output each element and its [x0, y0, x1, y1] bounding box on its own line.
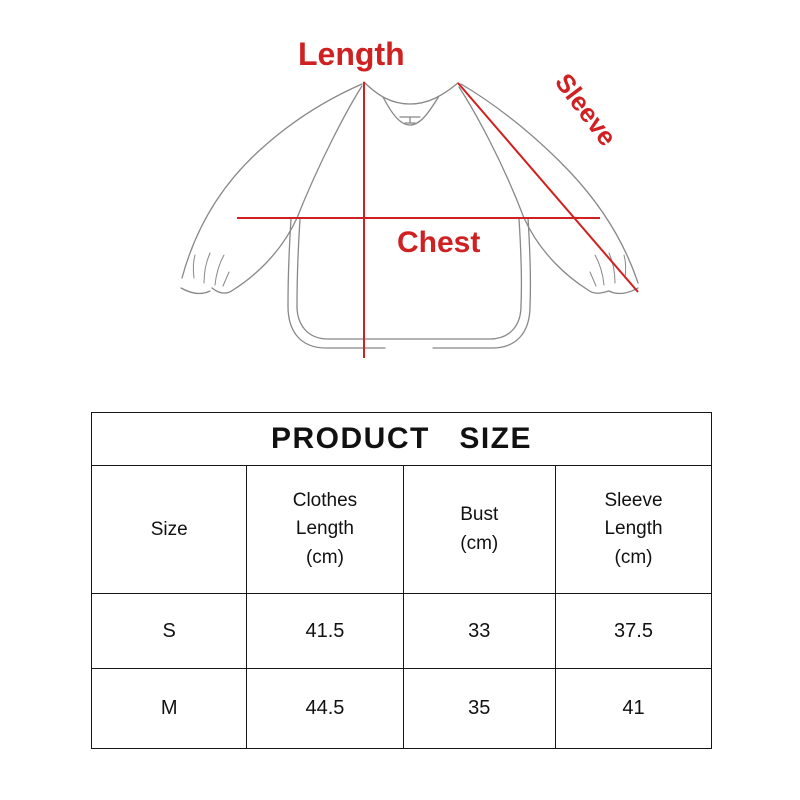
svg-text:Sleeve: Sleeve: [549, 68, 623, 152]
svg-text:Length: Length: [298, 36, 405, 72]
svg-text:Chest: Chest: [397, 226, 480, 259]
